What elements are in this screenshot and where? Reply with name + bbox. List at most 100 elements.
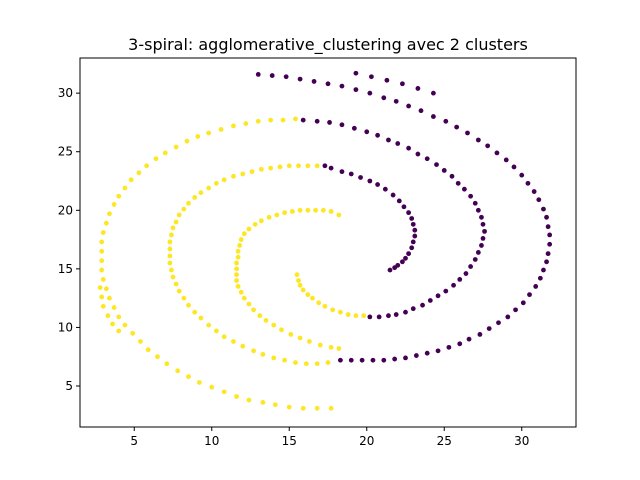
data-point-cluster-1 (305, 163, 311, 169)
data-point-cluster-0 (525, 180, 531, 186)
data-point-cluster-0 (413, 353, 419, 358)
x-tick-label: 15 (282, 434, 297, 448)
data-point-cluster-1 (167, 246, 173, 252)
data-point-cluster-1 (138, 339, 143, 344)
data-point-cluster-1 (268, 165, 274, 171)
data-point-cluster-0 (468, 193, 473, 199)
data-point-cluster-1 (240, 171, 246, 177)
data-point-cluster-1 (296, 163, 301, 169)
data-point-cluster-1 (234, 266, 239, 272)
data-point-cluster-1 (305, 292, 311, 298)
data-point-cluster-1 (279, 327, 284, 333)
data-point-cluster-1 (206, 130, 212, 136)
data-point-cluster-0 (393, 98, 399, 104)
data-point-cluster-0 (375, 182, 380, 187)
data-point-cluster-1 (107, 211, 112, 217)
data-point-cluster-1 (145, 347, 151, 353)
data-point-cluster-1 (286, 404, 292, 410)
data-point-cluster-1 (234, 394, 239, 399)
data-point-cluster-0 (386, 137, 391, 143)
data-point-cluster-0 (475, 207, 481, 213)
data-point-cluster-0 (455, 180, 461, 186)
data-point-cluster-0 (409, 216, 415, 221)
data-point-cluster-0 (338, 357, 343, 363)
data-point-cluster-0 (255, 72, 261, 77)
data-point-cluster-0 (468, 264, 473, 269)
data-point-cluster-0 (503, 157, 509, 163)
data-point-cluster-0 (544, 259, 549, 265)
data-point-cluster-0 (396, 198, 402, 204)
data-point-cluster-1 (173, 219, 179, 225)
data-point-cluster-1 (325, 360, 331, 365)
data-point-cluster-1 (266, 214, 272, 220)
data-point-cluster-0 (387, 267, 393, 273)
data-point-cluster-0 (479, 214, 484, 220)
data-point-cluster-1 (314, 361, 320, 367)
data-point-cluster-1 (296, 278, 301, 283)
data-point-cluster-0 (472, 200, 478, 206)
data-point-cluster-0 (431, 90, 436, 96)
data-point-cluster-0 (536, 197, 542, 203)
data-point-cluster-0 (400, 81, 405, 87)
y-tick-label: 30 (58, 86, 73, 100)
data-point-cluster-0 (400, 259, 405, 265)
data-point-cluster-1 (167, 260, 173, 266)
data-point-cluster-0 (519, 172, 525, 178)
data-point-cluster-0 (359, 357, 365, 363)
data-point-cluster-0 (454, 124, 460, 130)
y-tick-label: 15 (58, 262, 73, 276)
data-point-cluster-0 (545, 251, 551, 257)
data-point-cluster-0 (547, 232, 553, 238)
data-point-cluster-1 (130, 330, 136, 336)
data-point-cluster-1 (231, 123, 236, 129)
data-point-cluster-1 (297, 207, 303, 213)
data-point-cluster-1 (274, 212, 280, 218)
data-point-cluster-0 (520, 300, 526, 306)
data-point-cluster-0 (410, 239, 416, 245)
data-point-cluster-0 (364, 129, 370, 135)
data-point-cluster-0 (541, 267, 546, 273)
data-point-cluster-0 (367, 90, 373, 96)
data-point-cluster-0 (485, 143, 491, 149)
data-point-cluster-0 (505, 314, 511, 320)
data-point-cluster-0 (482, 228, 487, 234)
data-point-cluster-1 (167, 253, 173, 259)
data-point-cluster-0 (527, 292, 532, 298)
data-point-cluster-0 (370, 357, 376, 363)
data-point-cluster-1 (336, 212, 342, 218)
data-point-cluster-1 (107, 295, 112, 301)
data-point-cluster-0 (406, 103, 411, 109)
data-point-cluster-0 (472, 257, 478, 262)
data-point-cluster-0 (401, 204, 407, 210)
data-point-cluster-0 (412, 227, 418, 233)
y-tick-label: 20 (58, 203, 73, 217)
data-point-cluster-1 (260, 351, 266, 357)
data-point-cluster-1 (214, 180, 219, 186)
data-point-cluster-0 (475, 250, 481, 255)
data-point-cluster-1 (263, 318, 269, 323)
data-point-cluster-1 (111, 305, 117, 310)
data-point-cluster-0 (465, 130, 470, 136)
data-point-cluster-1 (186, 374, 191, 380)
data-point-cluster-1 (246, 301, 252, 307)
data-point-cluster-1 (294, 272, 300, 278)
data-point-cluster-1 (322, 303, 328, 309)
data-point-cluster-0 (486, 326, 492, 331)
data-point-cluster-1 (170, 274, 176, 280)
data-point-cluster-0 (544, 214, 549, 220)
data-point-cluster-1 (303, 361, 309, 367)
data-point-cluster-1 (110, 321, 115, 327)
data-point-cluster-1 (328, 209, 334, 214)
data-point-cluster-1 (258, 218, 264, 224)
data-point-cluster-0 (395, 262, 401, 268)
data-point-cluster-0 (403, 255, 408, 261)
data-point-cluster-1 (316, 300, 322, 306)
data-point-cluster-1 (198, 315, 204, 321)
data-point-cluster-1 (255, 118, 261, 124)
data-point-cluster-1 (122, 185, 128, 191)
data-point-cluster-1 (153, 156, 159, 162)
data-point-cluster-0 (449, 173, 455, 179)
data-point-cluster-1 (192, 195, 198, 200)
data-point-cluster-1 (169, 232, 174, 238)
